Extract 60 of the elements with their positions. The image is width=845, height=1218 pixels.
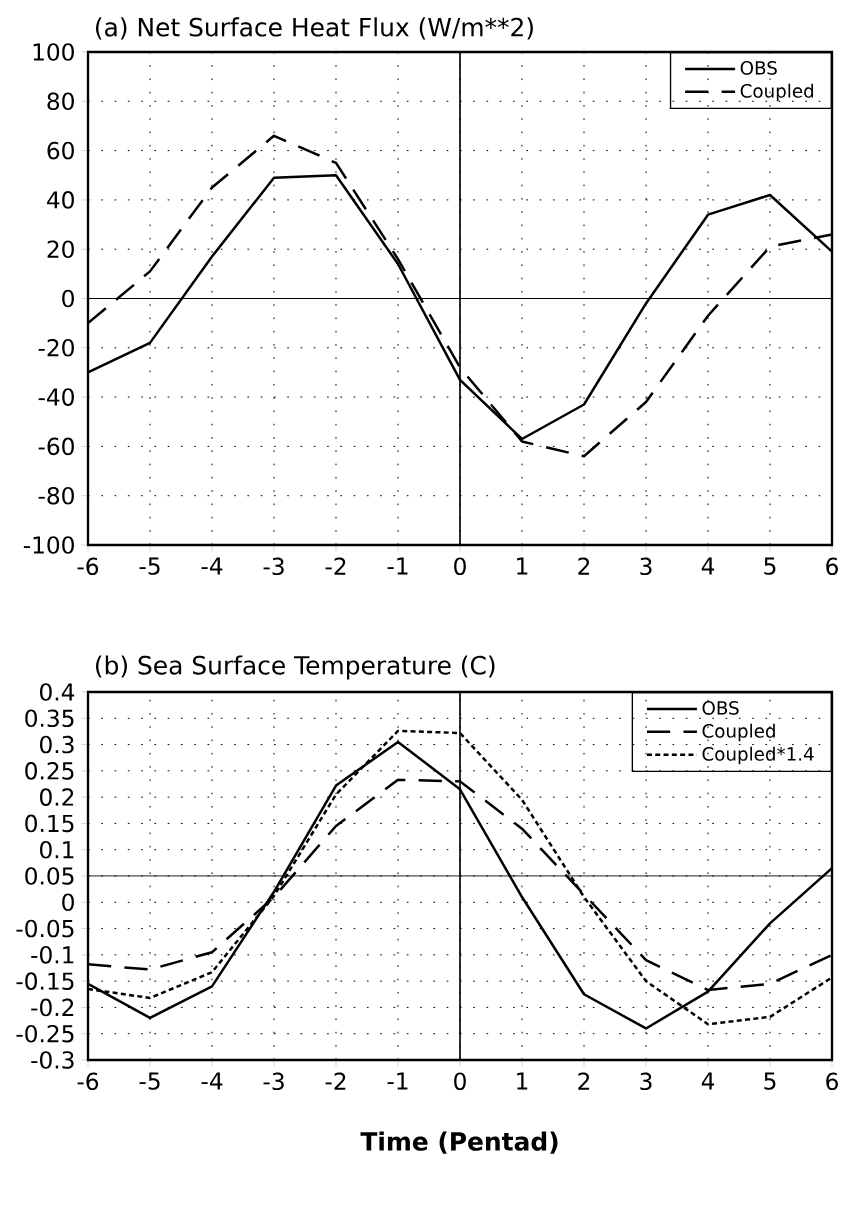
y-tick-label: 100 — [33, 43, 74, 61]
x-tick-label: -3 — [263, 557, 284, 576]
x-tick-label: -1 — [387, 557, 408, 575]
x-tick-label: 1 — [517, 1072, 528, 1090]
x-axis-title: Time (Pentad) — [360, 1131, 558, 1154]
x-tick-label: 0 — [454, 557, 466, 576]
y-tick-label: -0.15 — [16, 972, 74, 990]
x-tick-label: 6 — [826, 1072, 838, 1091]
x-tick-label: -4 — [201, 557, 223, 575]
x-tick-label: 2 — [578, 1072, 590, 1090]
legend-label: Coupled — [740, 83, 814, 102]
legend-label: OBS — [740, 60, 777, 75]
x-tick-label: -2 — [325, 557, 346, 575]
y-tick-label: 0.25 — [25, 762, 74, 780]
y-tick-label: 0.4 — [40, 683, 75, 701]
y-tick-label: 40 — [47, 191, 74, 209]
x-tick-label: 0 — [454, 1072, 466, 1091]
x-tick-label: 2 — [578, 557, 590, 575]
x-tick-label: -5 — [139, 1072, 160, 1090]
y-tick-label: 0.3 — [40, 735, 74, 754]
x-tick-label: -5 — [139, 557, 160, 575]
y-tick-label: -0.25 — [16, 1024, 74, 1043]
y-tick-label: -0.2 — [31, 998, 74, 1017]
x-tick-label: -1 — [387, 1072, 408, 1090]
x-tick-label: -4 — [201, 1072, 223, 1090]
y-tick-label: -100 — [23, 536, 74, 554]
chart-title: (b) Sea Surface Temperature (C) — [96, 655, 495, 680]
y-tick-label: -0.3 — [31, 1051, 74, 1069]
y-tick-label: -80 — [38, 486, 74, 505]
y-tick-label: 60 — [47, 141, 74, 160]
x-tick-label: 1 — [517, 557, 528, 575]
x-tick-label: 4 — [701, 557, 715, 575]
legend-label: OBS — [702, 701, 739, 715]
y-tick-label: 0 — [62, 289, 74, 308]
y-tick-label: 20 — [47, 240, 74, 258]
x-tick-label: 5 — [764, 1072, 776, 1090]
x-tick-label: 3 — [640, 557, 652, 576]
legend-label: Coupled*1.4 — [702, 746, 814, 765]
y-tick-label: 0.35 — [25, 709, 74, 728]
x-tick-label: -3 — [263, 1072, 284, 1091]
legend-label: Coupled — [702, 723, 775, 742]
y-tick-label: -60 — [38, 437, 74, 456]
y-tick-label: -40 — [38, 388, 74, 406]
y-tick-label: 0.2 — [40, 788, 74, 806]
x-tick-label: 4 — [701, 1072, 715, 1090]
y-tick-label: 0.05 — [25, 867, 74, 885]
x-tick-label: -6 — [77, 557, 99, 576]
x-tick-label: -6 — [77, 1072, 99, 1091]
chart-title: (a) Net Surface Heat Flux (W/m**2) — [96, 17, 533, 40]
y-tick-label: -0.05 — [16, 919, 74, 938]
x-tick-label: 3 — [640, 1072, 652, 1091]
x-tick-label: 5 — [764, 557, 776, 575]
y-tick-label: 0.15 — [25, 814, 74, 833]
x-tick-label: -2 — [325, 1072, 346, 1090]
y-tick-label: -0.1 — [31, 946, 74, 964]
y-tick-label: 0.1 — [40, 840, 74, 859]
y-tick-label: -20 — [38, 338, 74, 357]
y-tick-label: 0 — [62, 893, 74, 912]
y-tick-label: 80 — [47, 92, 74, 111]
x-tick-label: 6 — [826, 557, 838, 576]
